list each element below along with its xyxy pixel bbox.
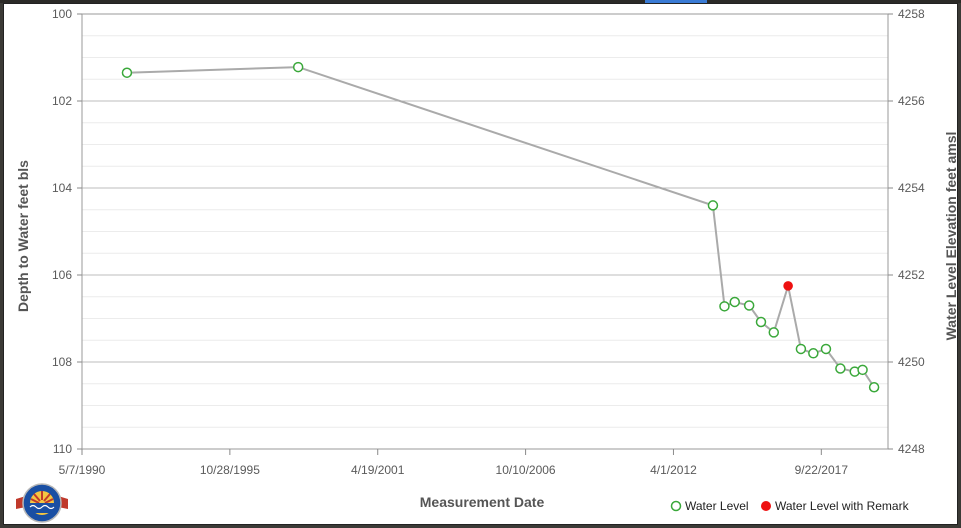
hollow-green-circle-icon: [670, 500, 682, 512]
grid-lines: [82, 13, 888, 450]
x-tick-label: 5/7/1990: [59, 463, 106, 477]
water-level-point[interactable]: [820, 343, 832, 355]
water-level-point[interactable]: [835, 363, 846, 374]
arizona-department-of-water-resources-logo[interactable]: [16, 483, 68, 523]
y2-tick-label: 4256: [898, 94, 925, 108]
water-level-point[interactable]: [768, 327, 780, 338]
y-tick-label: 102: [52, 94, 72, 108]
window-top-strip: [0, 0, 961, 3]
y2-tick-label: 4252: [898, 268, 925, 282]
water-level-point[interactable]: [868, 381, 880, 393]
red-dot-icon: [761, 501, 771, 511]
water-level-point[interactable]: [795, 343, 807, 355]
legend: Water Level Water Level with Remark: [670, 499, 910, 513]
water-level-point[interactable]: [808, 348, 819, 359]
y2-tick-label: 4258: [898, 7, 925, 21]
y2-tick-label: 4248: [898, 442, 925, 456]
x-axis-title: Measurement Date: [420, 494, 545, 510]
y2-axis-title: Water Level Elevation feet amsl: [943, 132, 959, 341]
water-level-point[interactable]: [707, 200, 719, 211]
water-level-point[interactable]: [719, 301, 730, 312]
y-tick-label: 110: [53, 442, 72, 456]
x-tick-label: 9/22/2017: [795, 463, 849, 477]
water-level-point[interactable]: [729, 296, 740, 308]
axis-ticks: 100 102 104 106 108 110 4258 4256 4254 4252 4250 42…: [52, 7, 925, 477]
y2-tick-label: 4250: [898, 355, 925, 369]
water-level-point[interactable]: [292, 61, 304, 73]
window-title-fragment: [645, 0, 707, 3]
water-level-remark-point[interactable]: [783, 281, 793, 291]
water-level-point[interactable]: [743, 300, 755, 311]
x-tick-label: 10/28/1995: [200, 463, 260, 477]
legend-label-water-level-with-remark: Water Level with Remark: [775, 499, 910, 513]
legend-label-water-level: Water Level: [685, 499, 749, 513]
y-tick-label: 100: [52, 7, 72, 21]
y2-tick-label: 4254: [898, 181, 925, 195]
y-tick-label: 108: [52, 355, 72, 369]
water-level-point[interactable]: [121, 67, 133, 78]
x-tick-label: 4/1/2012: [650, 463, 697, 477]
y-tick-label: 104: [52, 181, 72, 195]
water-level-point[interactable]: [755, 316, 767, 328]
water-level-line: [126, 66, 875, 388]
x-tick-label: 10/10/2006: [496, 463, 556, 477]
y-axis-title: Depth to Water feet bls: [15, 160, 31, 312]
y-tick-label: 106: [52, 268, 72, 282]
x-tick-label: 4/19/2001: [351, 463, 405, 477]
plot-area-border: [81, 13, 889, 450]
data-points: [121, 61, 880, 393]
chart-panel: [3, 3, 958, 525]
water-level-point[interactable]: [857, 364, 868, 376]
